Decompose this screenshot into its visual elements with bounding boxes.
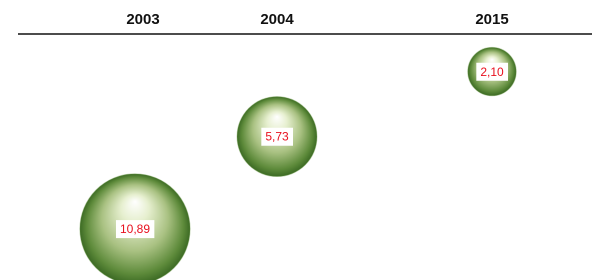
chart: 2003 10,89 2004 5,73 2015 2,10 — [0, 0, 592, 280]
x-tick-label: 2003 — [126, 11, 159, 28]
value-label: 10,89 — [120, 222, 150, 236]
value-label: 2,10 — [480, 65, 504, 79]
x-tick-label: 2004 — [260, 11, 294, 28]
value-label: 5,73 — [265, 130, 289, 144]
x-tick-label: 2015 — [475, 11, 508, 28]
